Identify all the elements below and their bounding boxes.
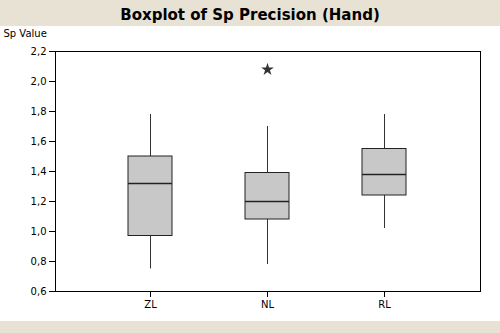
svg-text:1,0: 1,0 bbox=[31, 226, 47, 237]
svg-text:1,4: 1,4 bbox=[31, 166, 47, 177]
svg-text:2,0: 2,0 bbox=[31, 76, 47, 87]
svg-text:RL: RL bbox=[378, 299, 391, 310]
svg-text:ZL: ZL bbox=[144, 299, 157, 310]
svg-text:0,6: 0,6 bbox=[31, 286, 47, 297]
svg-text:1,8: 1,8 bbox=[31, 106, 47, 117]
svg-text:Sp Value: Sp Value bbox=[4, 28, 47, 39]
svg-text:1,2: 1,2 bbox=[31, 196, 47, 207]
svg-text:1,6: 1,6 bbox=[31, 136, 47, 147]
html-text:Boxplot of Sp Precision (Hand): Boxplot of Sp Precision (Hand) bbox=[120, 6, 380, 24]
svg-text:0,8: 0,8 bbox=[31, 256, 47, 267]
svg-text:NL: NL bbox=[261, 299, 274, 310]
svg-text:2,2: 2,2 bbox=[31, 46, 47, 57]
